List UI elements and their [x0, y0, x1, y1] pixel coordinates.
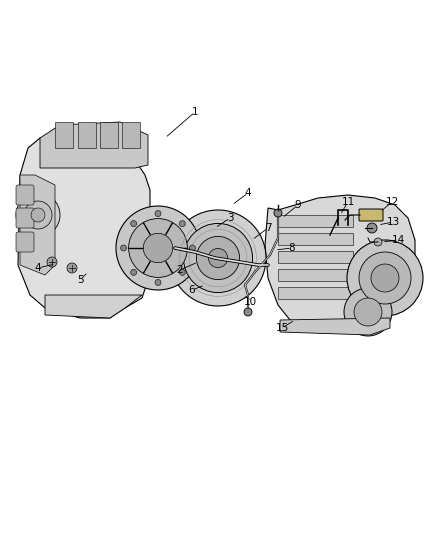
Circle shape [155, 211, 161, 216]
Text: 7: 7 [265, 223, 271, 233]
Polygon shape [280, 318, 390, 335]
Text: 2: 2 [177, 265, 184, 275]
Polygon shape [122, 122, 140, 148]
FancyBboxPatch shape [278, 287, 353, 299]
Text: 13: 13 [386, 217, 399, 227]
FancyBboxPatch shape [16, 208, 34, 228]
Circle shape [359, 252, 411, 304]
Circle shape [155, 279, 161, 286]
Circle shape [344, 288, 392, 336]
Circle shape [31, 208, 45, 222]
Circle shape [367, 223, 377, 233]
Text: 8: 8 [289, 243, 295, 253]
Polygon shape [45, 295, 142, 318]
Circle shape [274, 209, 282, 217]
Circle shape [179, 221, 185, 227]
Polygon shape [20, 175, 55, 275]
Text: 3: 3 [227, 213, 233, 223]
FancyBboxPatch shape [278, 215, 353, 227]
Circle shape [354, 298, 382, 326]
Circle shape [129, 219, 187, 277]
Circle shape [143, 233, 173, 263]
FancyBboxPatch shape [278, 251, 353, 263]
Text: 10: 10 [244, 297, 257, 307]
Circle shape [131, 269, 137, 276]
Circle shape [47, 257, 57, 267]
Circle shape [347, 240, 423, 316]
Polygon shape [265, 195, 415, 332]
Polygon shape [78, 122, 96, 148]
FancyBboxPatch shape [16, 232, 34, 252]
Circle shape [374, 238, 382, 246]
Circle shape [67, 263, 77, 273]
Polygon shape [40, 122, 148, 168]
Circle shape [244, 308, 252, 316]
Circle shape [24, 201, 52, 229]
Text: 4: 4 [245, 188, 251, 198]
Polygon shape [100, 122, 118, 148]
Circle shape [120, 245, 127, 251]
Circle shape [371, 264, 399, 292]
Circle shape [179, 269, 185, 276]
Circle shape [184, 223, 253, 293]
FancyBboxPatch shape [16, 185, 34, 205]
Circle shape [16, 193, 60, 237]
Circle shape [196, 237, 240, 280]
Circle shape [131, 221, 137, 227]
Polygon shape [55, 122, 73, 148]
Text: 15: 15 [276, 323, 289, 333]
Circle shape [116, 206, 200, 290]
Text: 11: 11 [341, 197, 355, 207]
Text: 4: 4 [35, 263, 41, 273]
Text: 9: 9 [295, 200, 301, 210]
Circle shape [160, 230, 170, 240]
Polygon shape [18, 135, 178, 318]
Text: 14: 14 [392, 235, 405, 245]
FancyBboxPatch shape [278, 269, 353, 281]
Circle shape [208, 248, 228, 268]
Text: 5: 5 [77, 275, 83, 285]
Circle shape [170, 210, 266, 306]
Text: 1: 1 [192, 107, 198, 117]
Circle shape [190, 245, 195, 251]
FancyBboxPatch shape [359, 209, 383, 221]
Text: 6: 6 [189, 285, 195, 295]
Text: 12: 12 [385, 197, 399, 207]
FancyBboxPatch shape [278, 233, 353, 245]
